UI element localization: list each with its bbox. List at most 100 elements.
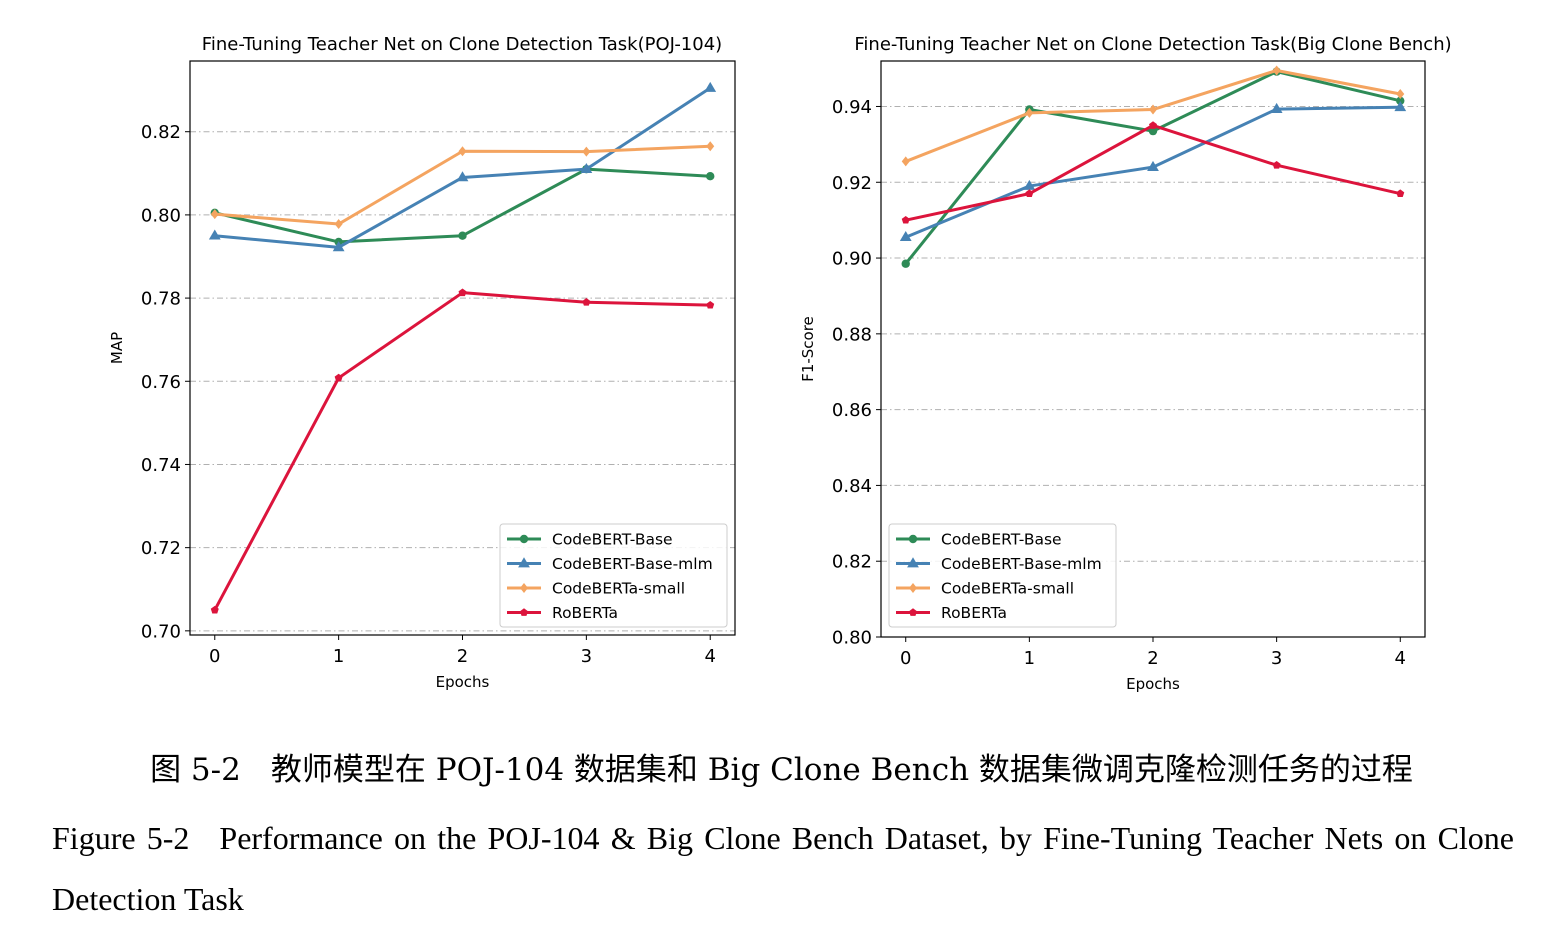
point-codeberta-small-4: [706, 141, 715, 152]
x-axis-label: Epochs: [1126, 675, 1180, 693]
legend-marker-codeberta-small: [520, 583, 528, 593]
series-roberta: [901, 121, 1405, 224]
point-codeberta-small-0: [901, 156, 910, 167]
x-tick-label-0: 0: [900, 648, 911, 669]
caption-cn-text: 教师模型在 POJ-104 数据集和 Big Clone Bench 数据集微调…: [270, 752, 1413, 788]
y-tick-label-2: 0.74: [141, 455, 181, 476]
point-codeberta-small-1: [334, 219, 343, 230]
point-codeberta-small-1: [1025, 107, 1034, 118]
legend: CodeBERT-Base CodeBERT-Base-mlm CodeBERTa-…: [888, 523, 1117, 628]
point-codebert-base-2: [1148, 126, 1158, 136]
point-codeberta-small-3: [582, 146, 591, 157]
point-codebert-base-mlm-0: [208, 229, 221, 240]
legend-box: [888, 523, 1117, 628]
point-codebert-base-mlm-1: [1023, 179, 1036, 190]
point-codebert-base-2: [458, 231, 467, 240]
point-roberta-2: [458, 288, 467, 297]
series-line-codeberta-small: [214, 144, 711, 226]
x-tick-label-4: 4: [1395, 648, 1406, 669]
point-roberta-1: [334, 373, 343, 382]
x-tick-label-4: 4: [705, 646, 716, 667]
point-codebert-base-mlm-3: [1270, 102, 1283, 113]
legend-marker-codebert-base: [908, 534, 918, 544]
point-roberta-3: [1272, 161, 1281, 169]
y-axis-label: MAP: [108, 332, 126, 364]
point-codebert-base-4: [1396, 96, 1405, 105]
x-tick-label-2: 2: [457, 646, 468, 667]
series-codeberta-small: [901, 65, 1405, 167]
legend-label-codebert-base: CodeBERT-Base: [552, 531, 673, 549]
legend-label-codebert-base-mlm: CodeBERT-Base-mlm: [552, 555, 713, 573]
y-tick-label-2: 0.84: [832, 476, 872, 497]
point-codebert-base-mlm-2: [1147, 160, 1159, 171]
point-codebert-base-mlm-4: [1394, 101, 1407, 112]
y-tick-label-1: 0.72: [141, 538, 181, 559]
legend-label-codebert-base: CodeBERT-Base: [941, 531, 1062, 549]
x-tick-label-3: 3: [1271, 648, 1282, 669]
chart-title: Fine-Tuning Teacher Net on Clone Detecti…: [202, 34, 722, 55]
x-tick-label-1: 1: [1024, 648, 1035, 669]
legend-label-codeberta-small: CodeBERTa-small: [552, 580, 685, 598]
y-tick-label-3: 0.76: [141, 372, 181, 393]
series-codebert-base-mlm: [208, 81, 717, 252]
chart-big-clone-bench: 0.80 0.82 0.84 0.86 0.88 0.90 0.92 0.94 0 1 2 3 4 Fin…: [799, 34, 1452, 693]
y-tick-label-4: 0.88: [832, 324, 872, 345]
legend-label-roberta: RoBERTa: [552, 604, 618, 622]
point-codebert-base-mlm-3: [580, 162, 593, 173]
chart-title: Fine-Tuning Teacher Net on Clone Detecti…: [854, 34, 1451, 55]
y-tick-label-6: 0.92: [832, 173, 872, 194]
x-axis-label: Epochs: [436, 673, 490, 691]
legend-marker-codebert-base: [519, 534, 529, 544]
caption-en-label: Figure 5-2: [52, 820, 190, 856]
point-roberta-0: [901, 215, 910, 224]
point-codeberta-small-2: [1149, 104, 1157, 115]
plot-frame: [189, 60, 736, 636]
y-tick-label-3: 0.86: [832, 400, 872, 421]
series-codeberta-small: [210, 141, 715, 230]
point-codebert-base-mlm-0: [899, 231, 912, 242]
legend-marker-codebert-base-mlm: [518, 557, 530, 568]
point-codebert-base-mlm-2: [456, 171, 469, 182]
y-tick-label-0: 0.80: [832, 628, 872, 649]
x-tick-label-3: 3: [581, 646, 592, 667]
series-roberta: [210, 288, 715, 614]
caption-english: Figure 5-2 Performance on the POJ-104 & B…: [52, 808, 1514, 930]
legend-label-roberta: RoBERTa: [941, 604, 1007, 622]
x-tick-label-1: 1: [333, 646, 344, 667]
y-tick-label-5: 0.90: [832, 249, 872, 270]
point-codebert-base-mlm-4: [704, 81, 717, 92]
point-codebert-base-0: [901, 259, 910, 268]
y-tick-label-5: 0.80: [141, 205, 181, 226]
y-tick-label-7: 0.94: [832, 97, 872, 118]
legend-marker-codeberta-small: [909, 583, 917, 593]
legend-marker-roberta: [909, 608, 917, 616]
legend-label-codeberta-small: CodeBERTa-small: [941, 580, 1074, 598]
caption-en-text: Performance on the POJ-104 & Big Clone B…: [52, 820, 1515, 917]
x-tick-label-2: 2: [1147, 648, 1158, 669]
y-tick-label-1: 0.82: [832, 552, 872, 573]
y-tick-label-6: 0.82: [141, 122, 181, 143]
point-codeberta-small-4: [1396, 88, 1405, 99]
point-codeberta-small-3: [1272, 65, 1281, 76]
point-roberta-1: [1025, 189, 1034, 198]
point-roberta-4: [706, 300, 715, 309]
y-axis-label: F1-Score: [799, 316, 817, 382]
legend: CodeBERT-Base CodeBERT-Base-mlm CodeBERTa-…: [499, 523, 728, 628]
point-roberta-4: [1396, 189, 1405, 198]
x-tick-label-0: 0: [209, 646, 220, 667]
plot-frame: [880, 60, 1426, 638]
legend-marker-roberta: [520, 608, 528, 616]
y-tick-label-0: 0.70: [141, 621, 181, 642]
legend-marker-codebert-base-mlm: [907, 557, 919, 568]
point-codebert-base-mlm-1: [332, 241, 345, 252]
point-codebert-base-4: [706, 172, 715, 181]
legend-label-codebert-base-mlm: CodeBERT-Base-mlm: [941, 555, 1102, 573]
point-roberta-3: [582, 298, 591, 306]
y-tick-label-4: 0.78: [141, 289, 181, 310]
caption-chinese: 图 5-2 教师模型在 POJ-104 数据集和 Big Clone Bench …: [0, 744, 1563, 789]
caption-cn-label: 图 5-2: [150, 752, 241, 788]
series-line-codebert-base-mlm: [214, 86, 712, 249]
chart-poj104: 0.70 0.72 0.74 0.76 0.78 0.80 0.82 0 1 2 3 4 Fine-Tu…: [108, 34, 736, 691]
point-roberta-2: [1149, 121, 1157, 129]
